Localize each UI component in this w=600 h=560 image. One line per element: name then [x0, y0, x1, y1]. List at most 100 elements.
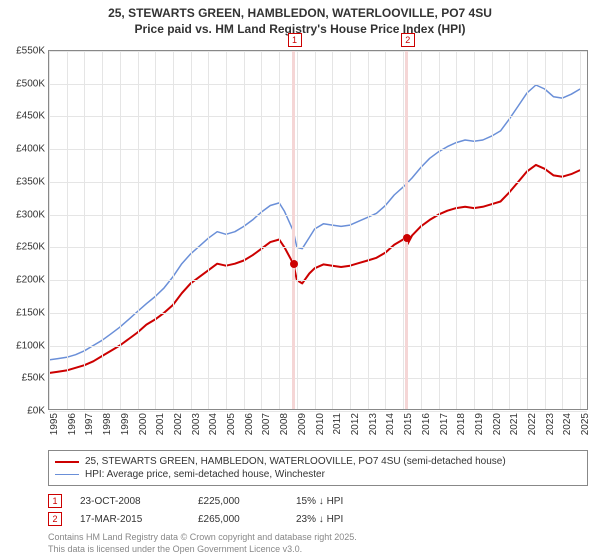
y-axis-label: £200K [16, 275, 45, 286]
gridline [350, 51, 351, 409]
gridline [67, 51, 68, 409]
gridline [49, 84, 587, 85]
gridline [315, 51, 316, 409]
x-axis-label: 2011 [332, 413, 343, 435]
y-axis-label: £250K [16, 242, 45, 253]
x-axis-label: 2010 [315, 413, 326, 435]
x-axis-label: 1995 [49, 413, 60, 435]
x-axis-label: 2022 [527, 413, 538, 435]
x-axis-label: 2001 [155, 413, 166, 435]
chart-title: 25, STEWARTS GREEN, HAMBLEDON, WATERLOOV… [0, 0, 600, 37]
x-axis-label: 1998 [102, 413, 113, 435]
x-axis-label: 2016 [421, 413, 432, 435]
x-axis-label: 2014 [385, 413, 396, 435]
chart-area: £0K£50K£100K£150K£200K£250K£300K£350K£40… [48, 50, 588, 410]
chart-container: 25, STEWARTS GREEN, HAMBLEDON, WATERLOOV… [0, 0, 600, 560]
gridline [492, 51, 493, 409]
sale-marker-on-chart: 1 [288, 33, 302, 47]
x-axis-label: 2007 [261, 413, 272, 435]
sale-date: 23-OCT-2008 [80, 496, 180, 507]
gridline [173, 51, 174, 409]
gridline [509, 51, 510, 409]
legend-label: 25, STEWARTS GREEN, HAMBLEDON, WATERLOOV… [85, 456, 506, 467]
sale-price: £225,000 [198, 496, 278, 507]
sales-table: 1 23-OCT-2008 £225,000 15% ↓ HPI 2 17-MA… [48, 492, 588, 528]
gridline [191, 51, 192, 409]
x-axis-label: 2024 [562, 413, 573, 435]
sale-delta: 15% ↓ HPI [296, 496, 416, 507]
sales-row: 2 17-MAR-2015 £265,000 23% ↓ HPI [48, 510, 588, 528]
x-axis-label: 1997 [84, 413, 95, 435]
gridline [49, 116, 587, 117]
gridline [244, 51, 245, 409]
x-axis-label: 2025 [580, 413, 591, 435]
sales-row: 1 23-OCT-2008 £225,000 15% ↓ HPI [48, 492, 588, 510]
legend-and-footer: 25, STEWARTS GREEN, HAMBLEDON, WATERLOOV… [48, 450, 588, 555]
gridline [49, 346, 587, 347]
gridline [545, 51, 546, 409]
gridline [279, 51, 280, 409]
gridline [49, 247, 587, 248]
sale-band [292, 51, 295, 409]
y-axis-label: £50K [22, 373, 45, 384]
title-line-1: 25, STEWARTS GREEN, HAMBLEDON, WATERLOOV… [0, 6, 600, 22]
x-axis-label: 2012 [350, 413, 361, 435]
legend-item-hpi: HPI: Average price, semi-detached house,… [55, 468, 581, 481]
sale-dot [403, 234, 411, 242]
gridline [421, 51, 422, 409]
x-axis-label: 2023 [545, 413, 556, 435]
gridline [49, 280, 587, 281]
plot-area: £0K£50K£100K£150K£200K£250K£300K£350K£40… [48, 50, 588, 410]
x-axis-label: 1996 [67, 413, 78, 435]
gridline [226, 51, 227, 409]
sale-marker: 2 [48, 512, 62, 526]
x-axis-label: 2008 [279, 413, 290, 435]
y-axis-label: £450K [16, 111, 45, 122]
gridline [49, 411, 587, 412]
gridline [562, 51, 563, 409]
x-axis-label: 2020 [492, 413, 503, 435]
footer: Contains HM Land Registry data © Crown c… [48, 532, 588, 555]
legend-item-property: 25, STEWARTS GREEN, HAMBLEDON, WATERLOOV… [55, 455, 581, 468]
gridline [456, 51, 457, 409]
gridline [49, 215, 587, 216]
x-axis-label: 2002 [173, 413, 184, 435]
sale-marker-on-chart: 2 [401, 33, 415, 47]
line-layer [49, 51, 589, 411]
x-axis-label: 2000 [138, 413, 149, 435]
x-axis-label: 2009 [297, 413, 308, 435]
sale-band [405, 51, 408, 409]
gridline [84, 51, 85, 409]
x-axis-label: 2019 [474, 413, 485, 435]
legend-swatch [55, 474, 79, 475]
sale-price: £265,000 [198, 514, 278, 525]
gridline [155, 51, 156, 409]
x-axis-label: 2003 [191, 413, 202, 435]
x-axis-label: 2015 [403, 413, 414, 435]
x-axis-label: 2018 [456, 413, 467, 435]
gridline [332, 51, 333, 409]
legend-swatch [55, 461, 79, 463]
x-axis-label: 2006 [244, 413, 255, 435]
gridline [49, 378, 587, 379]
x-axis-label: 2013 [368, 413, 379, 435]
gridline [49, 51, 50, 409]
y-axis-label: £500K [16, 78, 45, 89]
gridline [49, 51, 587, 52]
sale-delta: 23% ↓ HPI [296, 514, 416, 525]
y-axis-label: £100K [16, 340, 45, 351]
gridline [261, 51, 262, 409]
y-axis-label: £150K [16, 307, 45, 318]
sale-date: 17-MAR-2015 [80, 514, 180, 525]
sale-marker: 1 [48, 494, 62, 508]
footer-line-1: Contains HM Land Registry data © Crown c… [48, 532, 588, 544]
legend-box: 25, STEWARTS GREEN, HAMBLEDON, WATERLOOV… [48, 450, 588, 486]
gridline [208, 51, 209, 409]
sale-dot [290, 260, 298, 268]
gridline [439, 51, 440, 409]
y-axis-label: £0K [27, 406, 45, 417]
gridline [102, 51, 103, 409]
gridline [403, 51, 404, 409]
x-axis-label: 2021 [509, 413, 520, 435]
gridline [120, 51, 121, 409]
